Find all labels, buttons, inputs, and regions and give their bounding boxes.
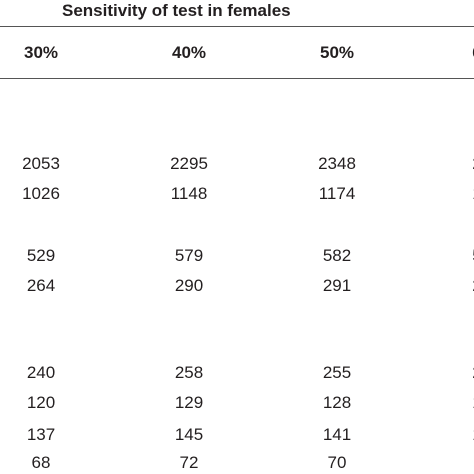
table-cell: 582: [322, 246, 352, 265]
table-cell: 1: [437, 424, 474, 446]
table-row: 68 72 70: [0, 452, 474, 474]
table-cell: 529: [26, 246, 56, 265]
table-cell: 137: [26, 425, 56, 444]
table-row: 120 129 128 1: [0, 392, 474, 414]
table-row: 240 258 255 2: [0, 362, 474, 384]
table-cell: 1: [437, 183, 474, 205]
column-header-row: 30% 40% 50% 6: [0, 40, 474, 66]
top-rule: [0, 26, 474, 27]
table-cell: 258: [174, 363, 204, 382]
table-cell: 128: [322, 393, 352, 412]
table-cell: 120: [26, 393, 56, 412]
table-cell: 579: [174, 246, 204, 265]
table-cell: 2053: [22, 154, 60, 173]
table-row: 1026 1148 1174 1: [0, 183, 474, 205]
table-cell: 240: [26, 363, 56, 382]
table-cell: 290: [174, 276, 204, 295]
table-cell: 72: [179, 453, 199, 472]
column-header: 40%: [171, 43, 207, 62]
table-row: 137 145 141 1: [0, 424, 474, 446]
table-cell: 145: [174, 425, 204, 444]
table-cell: 2295: [170, 154, 208, 173]
table-row: 2053 2295 2348 2: [0, 153, 474, 175]
table-cell: 5: [437, 245, 474, 267]
table-cell: 255: [322, 363, 352, 382]
table-cell: 2: [437, 275, 474, 297]
table-title: Sensitivity of test in females: [0, 0, 474, 26]
table-cell: 1174: [318, 184, 356, 203]
table-cell: 1: [437, 392, 474, 414]
header-rule: [0, 78, 474, 79]
table-cell: 1026: [22, 184, 60, 203]
table-cell: 2: [437, 153, 474, 175]
table-row: 529 579 582 5: [0, 245, 474, 267]
table-cell: 70: [327, 453, 347, 472]
table-cell: 1148: [170, 184, 208, 203]
column-header: 6: [437, 40, 474, 66]
table-cell: 141: [322, 425, 352, 444]
table-cell: 264: [26, 276, 56, 295]
table-row: 264 290 291 2: [0, 275, 474, 297]
column-header: 50%: [319, 43, 355, 62]
table-cell: 68: [31, 453, 51, 472]
table-cell: 129: [174, 393, 204, 412]
table-cell: 2: [437, 362, 474, 384]
table-title-text: Sensitivity of test in females: [62, 1, 291, 20]
table-row-spacer: [0, 245, 474, 267]
table-cell: 2348: [318, 154, 356, 173]
column-header: 30%: [23, 43, 59, 62]
table-cell: 291: [322, 276, 352, 295]
